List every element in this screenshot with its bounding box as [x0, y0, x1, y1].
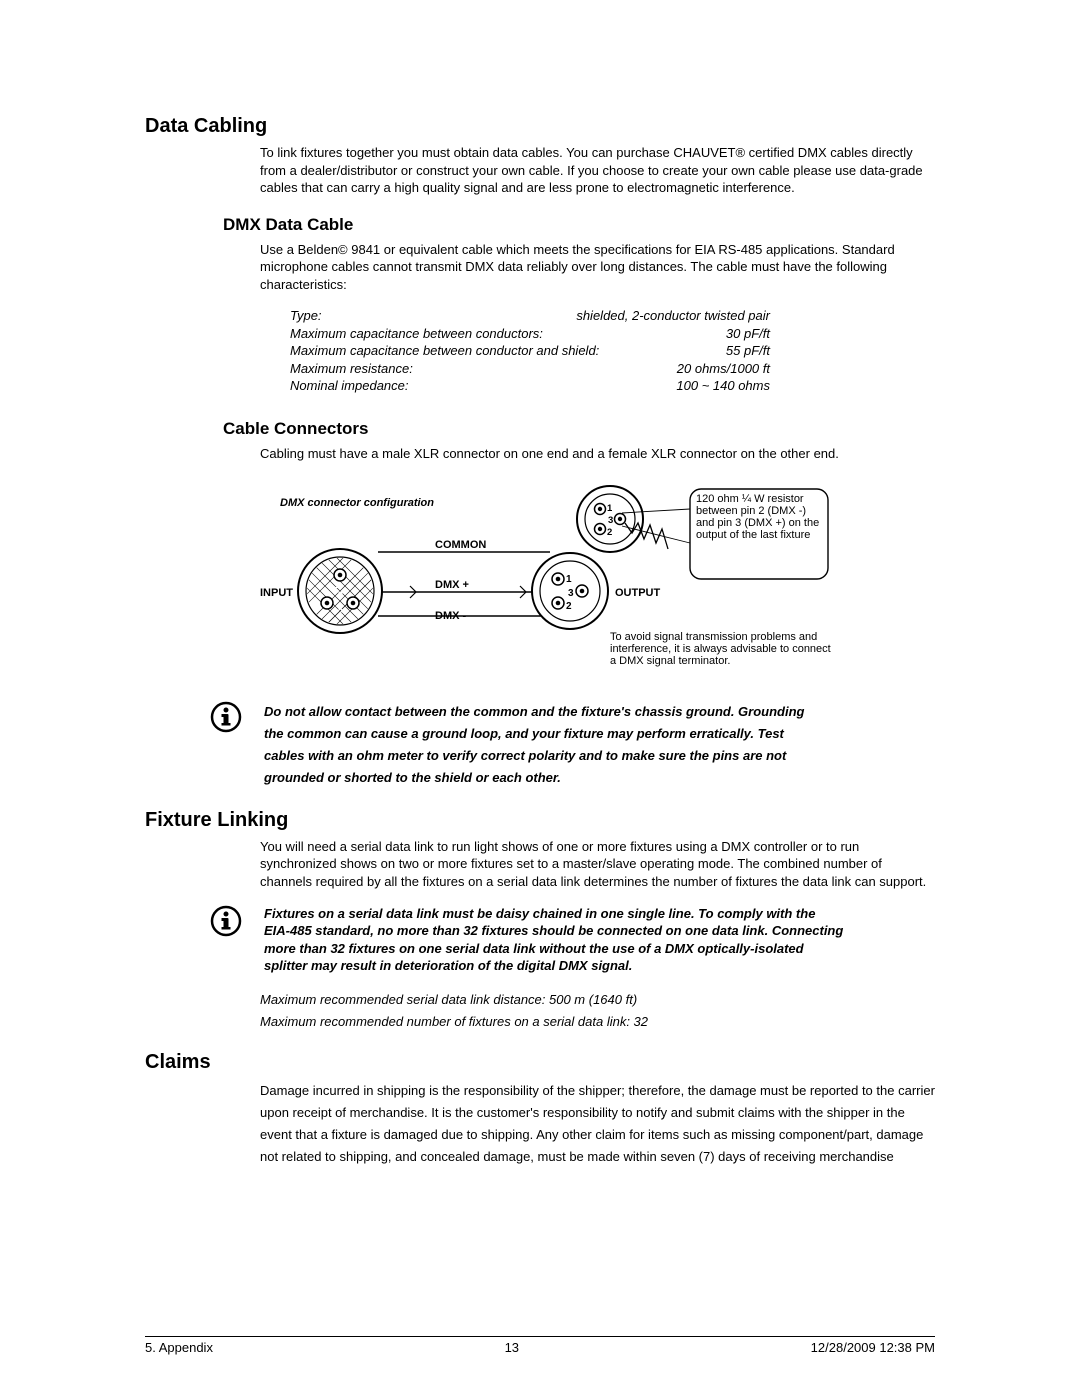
- spec-key: Maximum capacitance between conductor an…: [290, 342, 599, 360]
- spec-row: Maximum capacitance between conductor an…: [290, 342, 770, 360]
- spec-key: Maximum resistance:: [290, 360, 413, 378]
- label-input: INPUT: [260, 587, 293, 599]
- label-dmx-minus: DMX -: [435, 610, 467, 622]
- spec-table: Type:shielded, 2-conductor twisted pair …: [290, 307, 935, 395]
- callout-text: 120 ohm ¼ W resistor between pin 2 (DMX …: [696, 493, 824, 541]
- body-dmx-data-cable: Use a Belden© 9841 or equivalent cable w…: [260, 241, 935, 294]
- footer-page-number: 13: [505, 1340, 519, 1355]
- connector-diagram: DMX connector configuration COMMON DMX +…: [260, 481, 840, 681]
- body-fixture-linking: You will need a serial data link to run …: [260, 838, 935, 891]
- spec-val: 100 ~ 140 ohms: [676, 377, 770, 395]
- svg-text:2: 2: [338, 607, 343, 617]
- spec-row: Maximum resistance: 20 ohms/1000 ft: [290, 360, 770, 378]
- label-common: COMMON: [435, 539, 486, 551]
- svg-text:3: 3: [608, 515, 613, 526]
- svg-text:1: 1: [335, 580, 340, 590]
- callout-box: 120 ohm ¼ W resistor between pin 2 (DMX …: [690, 489, 828, 579]
- info-icon: [210, 905, 242, 942]
- heading-data-cabling: Data Cabling: [145, 115, 935, 138]
- footer-timestamp: 12/28/2009 12:38 PM: [811, 1340, 935, 1355]
- body-claims: Damage incurred in shipping is the respo…: [260, 1080, 935, 1168]
- output-connector-icon: 1 3 2: [532, 553, 608, 629]
- info-text-2: Fixtures on a serial data link must be d…: [264, 905, 844, 975]
- spec-row: Type: shielded, 2-conductor twisted pair: [290, 307, 770, 325]
- diagram-config-label: DMX connector configuration: [280, 497, 434, 509]
- heading-fixture-linking: Fixture Linking: [145, 809, 935, 832]
- svg-text:1: 1: [607, 503, 613, 514]
- svg-text:2: 2: [566, 601, 572, 612]
- spec-row: Maximum capacitance between conductors: 3…: [290, 325, 770, 343]
- svg-text:3: 3: [338, 590, 343, 600]
- spec-row: Nominal impedance: 100 ~ 140 ohms: [290, 377, 770, 395]
- body-data-cabling: To link fixtures together you must obtai…: [260, 144, 935, 197]
- info-note-2: Fixtures on a serial data link must be d…: [210, 905, 935, 975]
- info-text-1: Do not allow contact between the common …: [264, 701, 824, 789]
- info-icon: [210, 701, 242, 738]
- spec-key: Nominal impedance:: [290, 377, 409, 395]
- page-footer: 5. Appendix 13 12/28/2009 12:38 PM: [145, 1336, 935, 1355]
- svg-text:2: 2: [607, 527, 612, 538]
- max-rec-distance: Maximum recommended serial data link dis…: [260, 989, 935, 1011]
- label-dmx-plus: DMX +: [435, 579, 469, 591]
- info-note-1: Do not allow contact between the common …: [210, 701, 935, 789]
- max-recommendations: Maximum recommended serial data link dis…: [260, 989, 935, 1033]
- spec-val: 55 pF/ft: [726, 342, 770, 360]
- heading-cable-connectors: Cable Connectors: [223, 419, 935, 439]
- label-output: OUTPUT: [615, 587, 661, 599]
- heading-claims: Claims: [145, 1051, 935, 1074]
- spec-val: shielded, 2-conductor twisted pair: [576, 307, 770, 325]
- spec-val: 20 ohms/1000 ft: [677, 360, 770, 378]
- terminator-note: To avoid signal transmission problems an…: [610, 631, 835, 667]
- terminator-connector-icon: 1 3 2: [577, 486, 690, 552]
- max-rec-fixtures: Maximum recommended number of fixtures o…: [260, 1011, 935, 1033]
- spec-key: Maximum capacitance between conductors:: [290, 325, 543, 343]
- spec-val: 30 pF/ft: [726, 325, 770, 343]
- input-connector-icon: 1 3 2: [298, 549, 390, 641]
- svg-text:3: 3: [568, 588, 574, 599]
- svg-text:1: 1: [566, 574, 572, 585]
- heading-dmx-data-cable: DMX Data Cable: [223, 215, 935, 235]
- footer-left: 5. Appendix: [145, 1340, 213, 1355]
- spec-key: Type:: [290, 307, 322, 325]
- body-cable-connectors: Cabling must have a male XLR connector o…: [260, 445, 935, 463]
